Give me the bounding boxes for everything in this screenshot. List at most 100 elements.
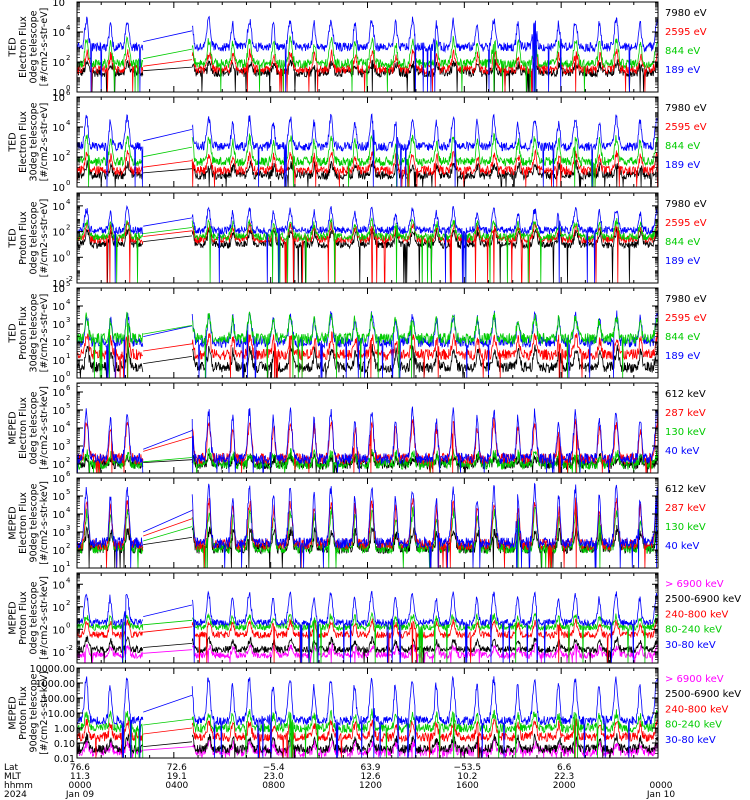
series-line — [76, 642, 659, 663]
y-tick-exponent: 2 — [66, 542, 70, 550]
legend-entry: 130 keV — [665, 522, 706, 533]
y-axis-label-line: [#/cm2-s-str-eV] — [39, 199, 50, 278]
x-tick-label: 23.0 — [264, 772, 284, 782]
legend-entry: 240-800 keV — [665, 704, 729, 715]
legend-entry: 7980 eV — [665, 199, 707, 210]
series-line — [76, 58, 659, 92]
y-axis-label-line: 0deg telescope — [28, 10, 39, 83]
legend-entry: 2595 eV — [665, 27, 707, 38]
y-axis-label-line: 30deg telescope — [28, 293, 39, 372]
x-tick-label: 2000 — [553, 781, 576, 791]
y-axis-label-line: Electron Flux — [18, 16, 29, 78]
x-tick-label: 72.6 — [167, 763, 187, 773]
y-tick-exponent: 6 — [66, 384, 71, 392]
y-axis-label-line: 30deg telescope — [28, 102, 39, 181]
x-axis-row-label: Lat — [4, 763, 19, 773]
y-axis-label-line: Electron Flux — [18, 111, 29, 173]
y-tick-exponent: -2 — [66, 644, 73, 652]
y-tick-label: 10 — [52, 93, 65, 104]
x-tick-label: 22.3 — [554, 772, 574, 782]
y-tick-label: 1.00 — [54, 724, 75, 735]
y-tick-exponent: 4 — [66, 24, 71, 32]
y-tick-label: 10 — [52, 510, 65, 521]
y-tick-exponent: 4 — [66, 298, 71, 306]
y-tick-exponent: 2 — [66, 334, 70, 342]
y-tick-label: 10 — [52, 625, 65, 636]
x-tick-label: 1200 — [359, 781, 382, 791]
legend-entry: 40 keV — [665, 541, 699, 552]
y-tick-exponent: 0 — [66, 370, 70, 378]
y-axis-label: TEDElectron Flux30deg telescope[#/cm2-s-… — [7, 102, 50, 181]
y-tick-exponent: -2 — [66, 275, 73, 283]
y-tick-exponent: 2 — [66, 149, 70, 157]
y-axis-label-line: Electron Flux — [18, 492, 29, 554]
series-line — [76, 205, 659, 283]
y-tick-exponent: 5 — [66, 488, 70, 496]
series-line — [76, 311, 659, 378]
y-axis-label: MEPEDProton Flux90deg telescope[#/cm2-s-… — [7, 671, 50, 755]
legend-entry: 240-800 keV — [665, 609, 729, 620]
series-line — [76, 634, 659, 663]
y-tick-label: 10 — [52, 648, 65, 659]
x-tick-label: 0000 — [69, 781, 92, 791]
y-tick-exponent: 6 — [66, 0, 71, 2]
y-axis-label-line: 90deg telescope — [28, 673, 39, 752]
series-line — [76, 113, 659, 187]
y-axis-label-line: [#/cm2-s-str-keV] — [39, 671, 50, 755]
legend-entry: 612 keV — [665, 484, 706, 495]
x-axis-row-label: 2024 — [4, 790, 27, 800]
series-line — [77, 406, 659, 473]
y-axis-label-line: Proton Flux — [18, 211, 29, 265]
x-tick-label: 10.2 — [457, 772, 477, 782]
y-axis-label-line: MEPED — [7, 601, 18, 634]
y-axis-label-line: [#/cm2-s-str-keV] — [39, 576, 50, 660]
x-tick-label: 19.1 — [167, 772, 187, 782]
y-axis-label-line: TED — [7, 132, 18, 152]
legend-entry: 189 eV — [665, 351, 700, 362]
y-tick-label: 10 — [52, 0, 65, 9]
y-tick-exponent: 2 — [66, 599, 70, 607]
y-tick-label: 10 — [52, 279, 65, 290]
y-axis-label: MEPEDElectron Flux0deg telescope[#/cm2-s… — [7, 386, 50, 470]
y-tick-label: 10 — [52, 564, 65, 575]
y-tick-exponent: 4 — [66, 576, 71, 584]
legend-entry: 2595 eV — [665, 122, 707, 133]
y-axis-label-line: [#/cm2-s-str-eV] — [39, 294, 50, 373]
x-tick-label: 0000 — [650, 781, 673, 791]
y-tick-exponent: 0 — [66, 621, 70, 629]
legend-entry: 612 keV — [665, 389, 706, 400]
series-line — [76, 708, 659, 758]
y-tick-label: 10 — [52, 424, 65, 435]
y-axis-label: MEPEDProton Flux0deg telescope[#/cm2-s-s… — [7, 576, 50, 660]
y-tick-label: 10 — [52, 202, 65, 213]
y-tick-label: 10 — [52, 580, 65, 591]
x-tick-label: 1600 — [456, 781, 479, 791]
y-tick-label: 10.00 — [48, 709, 75, 720]
y-tick-label: 10 — [52, 603, 65, 614]
y-axis-label-line: Proton Flux — [18, 591, 29, 645]
series-line — [76, 132, 659, 187]
x-tick-label: 12.6 — [360, 772, 380, 782]
legend-entry: 80-240 keV — [665, 720, 722, 731]
y-axis-label-line: [#/cm2-s-str-eV] — [39, 103, 50, 182]
y-axis-label-line: 0deg telescope — [28, 391, 39, 464]
y-axis-label-line: MEPED — [7, 411, 18, 444]
y-axis-label-line: 0deg telescope — [28, 201, 39, 274]
legend-entry: 2500-6900 keV — [665, 689, 741, 700]
y-tick-label: 1000.00 — [36, 679, 75, 690]
series-line — [76, 590, 659, 663]
legend-entry: 2595 eV — [665, 313, 707, 324]
x-tick-label: 0400 — [165, 781, 188, 791]
series-line — [76, 497, 659, 568]
y-tick-label: 10 — [52, 123, 65, 134]
y-tick-exponent: 3 — [66, 438, 70, 446]
x-tick-label: −5.4 — [263, 763, 285, 773]
y-tick-exponent: 4 — [66, 198, 71, 206]
legend-entry: 189 eV — [665, 65, 700, 76]
series-line — [76, 15, 659, 92]
y-tick-label: 10 — [52, 338, 65, 349]
y-tick-exponent: 5 — [66, 402, 70, 410]
y-axis-label-line: Proton Flux — [18, 686, 29, 740]
legend-entry: 130 keV — [665, 427, 706, 438]
